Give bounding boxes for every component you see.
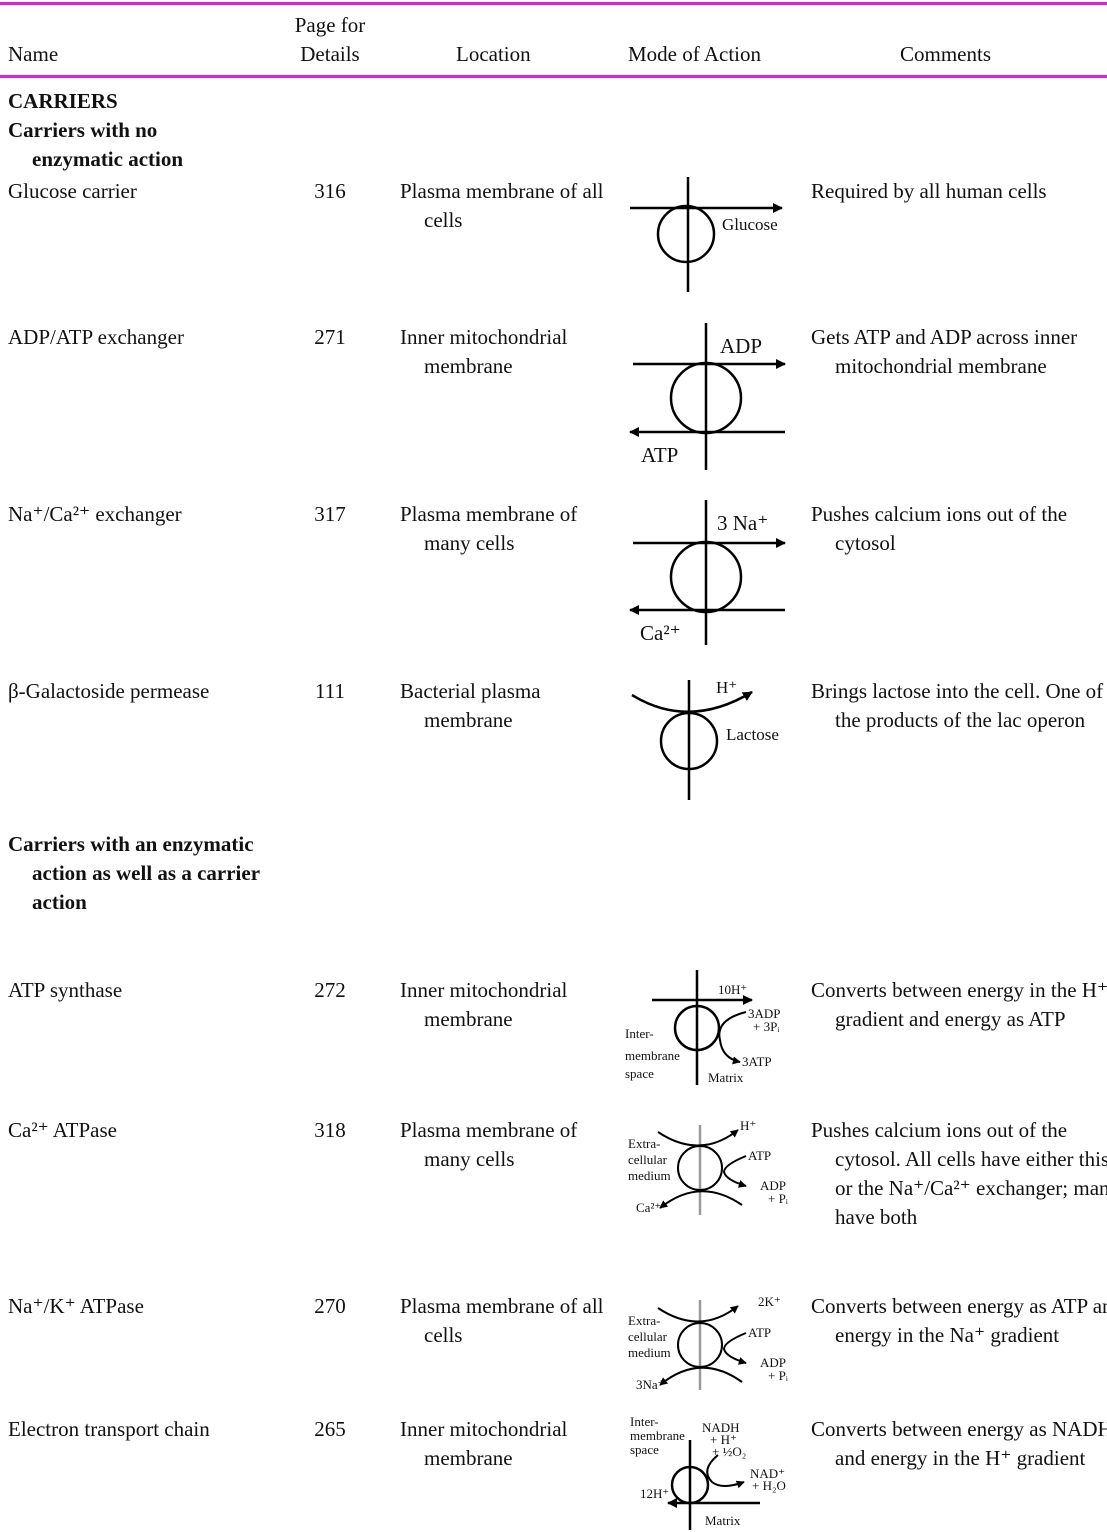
- glucose-diagram: Glucose: [630, 177, 783, 292]
- label: ADP: [760, 1355, 786, 1370]
- header: Page for Details: [294, 13, 366, 66]
- page-number: 317: [314, 502, 346, 526]
- section-title: CARRIERS: [8, 89, 118, 113]
- label: Ca²⁺: [640, 621, 681, 645]
- label: 3 Na⁺: [717, 511, 768, 535]
- label: ADP: [760, 1178, 786, 1193]
- label: space: [630, 1442, 659, 1457]
- page-number: 272: [314, 978, 346, 1002]
- row-name: Electron transport chain: [8, 1417, 210, 1441]
- label: H⁺: [740, 1118, 756, 1133]
- label: ADP: [720, 334, 762, 358]
- label: ATP: [641, 443, 678, 467]
- label: + ½O₂: [712, 1444, 746, 1459]
- location: Plasma membrane of all cells: [400, 1294, 604, 1347]
- row-name: β-Galactoside permease: [8, 679, 210, 703]
- page-number: 316: [314, 179, 346, 203]
- label: + 3Pᵢ: [753, 1019, 780, 1034]
- adp-atp-diagram: ADP ATP: [629, 323, 786, 470]
- location: Plasma membrane of many cells: [400, 502, 578, 555]
- label: Extra-: [628, 1136, 660, 1151]
- etc-diagram: Inter- membrane space NADH + H⁺ + ½O₂ NA…: [630, 1414, 786, 1530]
- page-number: 271: [314, 325, 346, 349]
- label: cellular: [628, 1152, 668, 1167]
- comment: Converts between energy as NADH and ener…: [811, 1417, 1107, 1470]
- atp-synthase-diagram: 10H⁺ 3ADP + 3Pᵢ 3ATP Inter- membrane spa…: [625, 970, 781, 1085]
- header: Mode of Action: [628, 42, 761, 66]
- top-rule: [0, 2, 1107, 5]
- page-number: 111: [315, 679, 345, 703]
- label: medium: [628, 1168, 671, 1183]
- comment: Gets ATP and ADP across inner mitochondr…: [811, 325, 1078, 378]
- header: Comments: [900, 42, 992, 66]
- label: membrane: [630, 1428, 685, 1443]
- ca-atpase-diagram: H⁺ Extra- cellular medium ATP ADP + Pᵢ C…: [628, 1118, 789, 1215]
- location: Plasma membrane of many cells: [400, 1118, 578, 1171]
- label: + Pᵢ: [768, 1368, 789, 1383]
- comment: Brings lactose into the cell. One of the…: [811, 679, 1104, 732]
- header-rule: [0, 75, 1107, 78]
- label: ATP: [748, 1148, 771, 1163]
- group-heading: Carriers with no enzymatic action: [8, 118, 184, 171]
- label: H⁺: [716, 678, 737, 697]
- comment: Pushes calcium ions out of the cytosol: [811, 502, 1068, 555]
- row-name: ATP synthase: [8, 978, 123, 1002]
- label: Matrix: [705, 1513, 741, 1528]
- label: NAD⁺: [750, 1466, 785, 1481]
- label: cellular: [628, 1329, 668, 1344]
- label: 2K⁺: [758, 1294, 781, 1309]
- row-name: Na⁺/Ca²⁺ exchanger: [8, 502, 182, 526]
- label: 3ATP: [742, 1054, 772, 1069]
- row-name: Ca²⁺ ATPase: [8, 1118, 117, 1142]
- location: Inner mitochondrial membrane: [400, 325, 568, 378]
- label: Matrix: [708, 1070, 744, 1085]
- label: Glucose: [722, 215, 778, 234]
- comment: Converts between energy as ATP and energ…: [811, 1294, 1107, 1347]
- location: Bacterial plasma membrane: [400, 679, 541, 732]
- page-number: 270: [314, 1294, 346, 1318]
- location: Plasma membrane of all cells: [400, 179, 604, 232]
- label: + H₂O: [752, 1478, 786, 1493]
- label: Extra-: [628, 1313, 660, 1328]
- permease-diagram: H⁺ Lactose: [631, 678, 779, 800]
- label: Inter-: [625, 1026, 654, 1041]
- label: 12H⁺: [640, 1486, 669, 1501]
- comment: Pushes calcium ions out of the cytosol. …: [811, 1118, 1107, 1229]
- label: medium: [628, 1345, 671, 1360]
- location: Inner mitochondrial membrane: [400, 978, 568, 1031]
- row-name: Glucose carrier: [8, 179, 137, 203]
- label: 3ADP: [748, 1006, 781, 1021]
- location: Inner mitochondrial membrane: [400, 1417, 568, 1470]
- label: Ca²⁺: [636, 1200, 661, 1215]
- label: 3Na⁺: [636, 1377, 665, 1392]
- na-ca-diagram: 3 Na⁺ Ca²⁺: [629, 500, 786, 645]
- header: Location: [456, 42, 531, 66]
- comment: Required by all human cells: [811, 179, 1047, 203]
- label: Inter-: [630, 1414, 659, 1429]
- page-number: 265: [314, 1417, 346, 1441]
- label: NADH: [702, 1420, 740, 1435]
- row-name: Na⁺/K⁺ ATPase: [8, 1294, 144, 1318]
- label: ATP: [748, 1325, 771, 1340]
- label: + Pᵢ: [768, 1191, 789, 1206]
- group-heading: Carriers with an enzymatic action as wel…: [8, 832, 260, 914]
- label: membrane: [625, 1048, 680, 1063]
- na-k-atpase-diagram: 2K⁺ Extra- cellular medium ATP ADP + Pᵢ …: [628, 1294, 789, 1392]
- header: Name: [8, 42, 59, 66]
- label: + H⁺: [710, 1432, 737, 1447]
- page-number: 318: [314, 1118, 346, 1142]
- row-name: ADP/ATP exchanger: [8, 325, 184, 349]
- label: 10H⁺: [718, 982, 747, 997]
- label: space: [625, 1066, 654, 1081]
- label: Lactose: [726, 725, 779, 744]
- comment: Converts between energy in the H⁺ gradie…: [811, 978, 1107, 1031]
